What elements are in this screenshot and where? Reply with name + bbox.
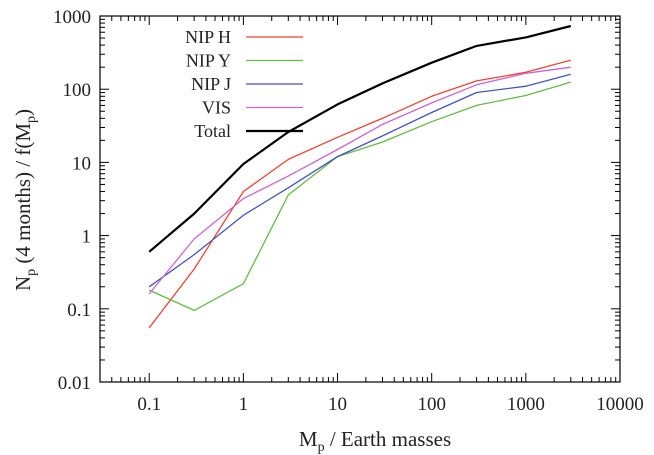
series-line-vis [148,66,571,295]
y-axis-label-subscript: p [24,269,39,276]
x-tick-label: 10 [328,394,347,415]
series-line-total [148,24,572,253]
x-tick-label: 100 [417,394,446,415]
legend-label-vis: VIS [202,98,231,118]
x-tick-label: 0.1 [137,394,161,415]
legend-label-total: Total [194,121,231,141]
y-axis-label: Np (4 months) / f(Mp) [11,109,39,291]
y-tick-label: 10 [72,153,91,174]
x-tick-label: 1000 [507,394,545,415]
y-tick-label: 0.1 [67,300,91,321]
x-tick-label: 10000 [596,394,644,415]
y-tick-label: 0.01 [58,373,91,394]
legend-label-nip-y: NIP Y [186,51,231,71]
ticks: 0.1 1 10 100 1000 10000 0.01 0.1 1 10 100 1000 [53,7,644,415]
y-axis-label-text: N [11,276,35,291]
series-lines [148,24,572,329]
y-tick-label: 1000 [53,7,91,28]
series-line-nip-y [148,81,571,312]
y-tick-label: 100 [63,80,92,101]
y-axis-label-text: ) [11,109,35,116]
y-tick-label: 1 [82,227,92,248]
x-axis-label: Mp / Earth masses [299,427,451,455]
legend-label-nip-h: NIP H [185,27,231,47]
x-tick-label: 1 [239,394,249,415]
legend-label-nip-j: NIP J [191,74,231,94]
plot-frame [99,15,621,383]
legend: NIP H NIP Y NIP J VIS Total [185,27,303,141]
series-line-nip-j [148,73,571,288]
axes [99,15,621,383]
series-line-nip-h [148,59,571,329]
y-axis-label-text: (4 months) / f(M [11,123,35,269]
y-axis-label-subscript: p [24,116,39,123]
